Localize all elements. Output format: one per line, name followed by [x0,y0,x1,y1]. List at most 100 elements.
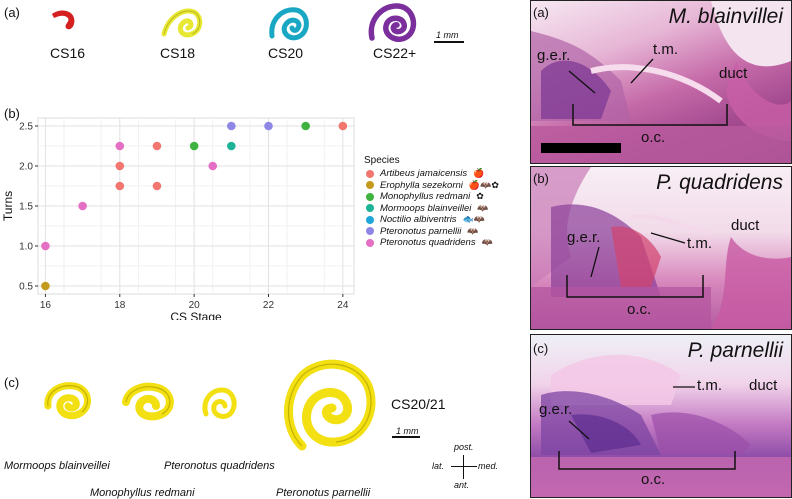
legend-marker [366,238,374,247]
cochlea-cs16-icon [52,10,75,30]
data-point [227,121,236,131]
histology-scale-bar [541,143,621,153]
legend-item: Pteronotus quadridens 🦇 [364,237,524,249]
stage-label-cs20: CS20 [268,45,304,61]
data-point [41,281,50,291]
x-tick-label: 24 [337,300,349,311]
panel-c-label: (c) [4,375,20,390]
legend-diet-icons: ✿ [476,191,484,202]
panel-c-scale-label: 1 mm [396,426,419,436]
species-label-mormoops: Mormoops blainveillei [4,460,110,472]
panel-c-stage-label: CS20/21 [391,396,446,412]
legend-marker [366,192,374,201]
x-tick-label: 18 [114,300,126,311]
legend-marker [366,181,374,190]
legend-label: Pteronotus parnellii [380,225,462,237]
x-tick-label: 16 [40,300,52,311]
legend-item: Monophyllus redmani ✿ [364,191,524,203]
histology-panel-parnellii: (c) P. parnellii g.e.r. t.m. duct o.c. [530,334,792,498]
cochlea-cs22-icon [368,3,417,42]
species-label-monophyllus: Monophyllus redmani [90,487,195,499]
data-point [227,141,236,151]
legend-label: Erophylla sezekorni [380,179,463,191]
species-label-parnellii: Pteronotus parnellii [276,487,371,499]
data-point [152,141,162,151]
data-point [78,201,87,211]
legend-label: Noctilio albiventris [380,214,457,226]
cochlea-parnellii-model-icon [284,359,376,451]
orientation-horizontal-axis [451,466,477,467]
histology-a-tm: t.m. [653,41,678,58]
stage-label-cs22: CS22+ [373,45,417,61]
data-point [264,121,273,131]
chart-legend: Species Artibeus jamaicensis 🍎 Erophylla s… [364,155,524,249]
legend-item: Erophylla sezekorni 🍎🦇✿ [364,180,524,192]
histology-c-ger: g.e.r. [539,401,573,418]
histology-a-duct: duct [719,65,748,82]
legend-item: Pteronotus parnellii 🦇 [364,226,524,238]
data-point [152,181,162,191]
x-axis-label: CS Stage [170,310,222,320]
cochlea-mormoops-model-icon [44,382,92,420]
orientation-lat: lat. [432,461,445,471]
legend-item: Noctilio albiventris 🐟🦇 [364,214,524,226]
cochlea-monophyllus-model-icon [122,382,174,421]
y-tick-label: 1.0 [19,242,33,253]
legend-marker [366,215,374,224]
data-point [115,161,125,171]
data-point [208,161,218,171]
legend-label: Artibeus jamaicensis [380,168,468,180]
stage-label-cs18: CS18 [160,45,196,61]
orientation-ant: ant. [454,480,470,490]
data-point [115,181,125,191]
legend-label: Monophyllus redmani [380,191,471,203]
histology-a-oc: o.c. [641,129,666,146]
panel-a-scale-bar [434,41,464,43]
histology-c-tm: t.m. [697,377,722,394]
stage-label-cs16: CS16 [50,45,86,61]
histology-c-title: P. parnellii [687,339,783,362]
cochlea-cs18-icon [161,8,203,38]
y-tick-label: 2.0 [19,162,33,173]
histology-b-duct: duct [731,217,760,234]
panel-a-label: (a) [4,5,20,20]
legend-item: Artibeus jamaicensis 🍎 [364,168,524,180]
histology-b-ger: g.e.r. [567,229,601,246]
histology-c-oc: o.c. [641,471,666,488]
histology-a-ger: g.e.r. [537,47,571,64]
orientation-vertical-axis [463,455,464,479]
cochlea-cs20-icon [269,7,309,41]
cochlea-quadridens-model-icon [202,387,237,419]
histology-c-duct: duct [749,377,778,394]
legend-diet-icons: 🍎🦇✿ [468,179,499,190]
x-tick-label: 20 [189,300,201,311]
legend-title: Species [364,155,400,166]
panel-c-scale-bar [392,436,420,438]
turns-scatter-chart: 16 18 20 22 24 0.5 1.0 1.5 2.0 2.5 CS Stage Turns [1,117,355,320]
data-point [301,121,310,131]
legend-marker [366,204,374,213]
data-point [115,141,125,151]
legend-label: Mormoops blainveillei [380,202,472,214]
legend-marker [366,169,374,178]
orientation-med: med. [478,461,499,471]
histology-b-oc: o.c. [627,301,652,318]
histology-b-label: (b) [533,171,549,186]
legend-diet-icons: 🐟🦇 [462,214,485,225]
y-tick-label: 2.5 [19,122,33,133]
y-axis-label: Turns [1,191,15,221]
data-point [338,121,348,131]
legend-diet-icons: 🦇 [481,237,493,248]
histology-c-label: (c) [533,341,549,356]
y-tick-label: 1.5 [19,202,33,213]
x-tick-label: 22 [263,300,275,311]
legend-diet-icons: 🍎 [473,168,485,179]
panel-a-scale-label: 1 mm [436,30,459,40]
data-point [189,141,199,151]
histology-panel-blainvillei: (a) M. blainvillei g.e.r. t.m. duct o.c. [530,0,792,164]
legend-diet-icons: 🦇 [467,225,479,236]
y-tick-label: 0.5 [19,282,33,293]
legend-diet-icons: 🦇 [477,202,489,213]
orientation-post: post. [454,442,474,452]
panel-b-label: (b) [4,106,20,121]
